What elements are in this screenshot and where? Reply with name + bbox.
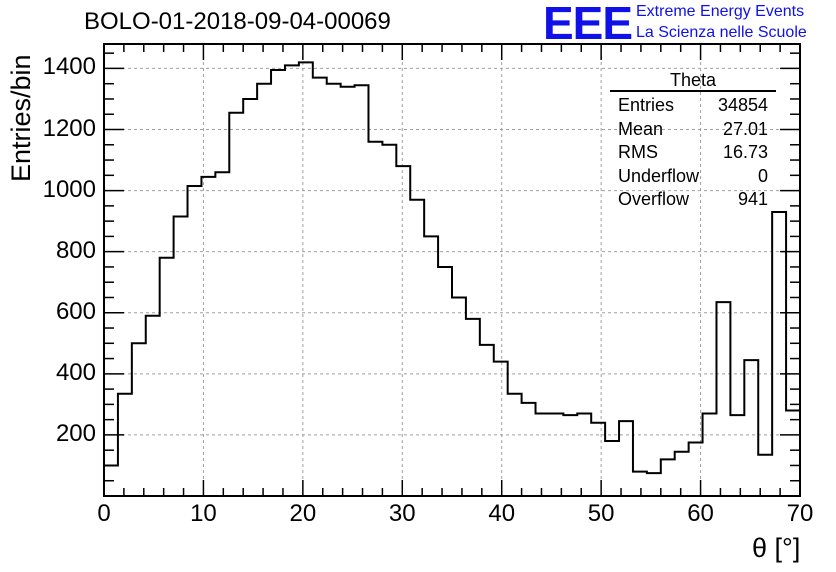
- x-tick-label: 40: [488, 500, 516, 527]
- stats-value: 0: [757, 165, 768, 186]
- histogram-bin: [215, 172, 229, 496]
- histogram-bin: [716, 302, 730, 496]
- stats-value: 941: [737, 189, 768, 209]
- histogram-bin: [146, 316, 160, 496]
- stats-row-rms: RMS 16.73: [610, 141, 776, 165]
- chart-title: BOLO-01-2018-09-04-00069: [84, 8, 391, 35]
- histogram-bin: [396, 166, 410, 496]
- plot-frame: [103, 43, 801, 497]
- y-tick-label: 1200: [42, 114, 96, 142]
- x-tick-label: 0: [97, 500, 111, 527]
- histogram-bin: [174, 217, 188, 496]
- histogram-bin: [313, 78, 327, 496]
- histogram-bin: [508, 394, 522, 496]
- histogram-bin: [188, 186, 202, 496]
- histogram-bin: [563, 415, 577, 496]
- histogram-bin: [118, 394, 132, 496]
- stats-value: 34854: [717, 95, 768, 115]
- stats-value: 27.01: [722, 118, 768, 139]
- stats-title: Theta: [669, 70, 717, 90]
- histogram-bin: [549, 414, 563, 496]
- histogram-bin: [703, 414, 717, 496]
- stats-label: Overflow: [618, 189, 690, 209]
- x-tick-label: 10: [190, 500, 217, 527]
- histogram-bin: [466, 319, 480, 496]
- eee-logo: EEE: [543, 0, 633, 49]
- stats-label: Mean: [618, 118, 664, 139]
- y-tick-label: 1400: [42, 53, 96, 81]
- histogram-bin: [619, 421, 633, 496]
- histogram-bin: [633, 472, 647, 496]
- histogram-bin: [424, 236, 438, 496]
- histogram-bin: [201, 177, 215, 496]
- histogram-bin: [786, 410, 800, 496]
- histogram-bin: [257, 84, 271, 496]
- stats-value: 16.73: [722, 142, 768, 162]
- y-tick-label: 800: [55, 236, 96, 264]
- logo-line-1: Extreme Energy Events: [636, 3, 805, 20]
- histogram-bin: [368, 142, 382, 496]
- histogram-bin: [355, 85, 369, 496]
- histogram-bin: [341, 87, 355, 496]
- x-axis-label: θ [°]: [752, 533, 801, 563]
- stats-label: Underflow: [618, 165, 700, 186]
- histogram-bin: [591, 423, 605, 496]
- histogram-bin: [285, 65, 299, 496]
- histogram-bin: [522, 403, 536, 496]
- stats-row-overflow: Overflow 941: [610, 188, 776, 212]
- histogram-bin: [132, 343, 146, 496]
- histogram-bin: [438, 267, 452, 496]
- histogram-bin: [730, 415, 744, 496]
- histogram-bin: [661, 459, 675, 496]
- grid-lines: [104, 44, 800, 496]
- histogram-bin: [452, 297, 466, 496]
- histogram-outline: [103, 61, 800, 496]
- histogram-bin: [494, 362, 508, 496]
- histogram-bin: [229, 113, 243, 496]
- histogram-bin: [675, 452, 689, 496]
- histogram-bin: [299, 62, 313, 496]
- axis-ticks: [103, 44, 801, 497]
- x-tick-label: 70: [786, 500, 814, 527]
- stats-label: Entries: [618, 95, 675, 115]
- stats-row-underflow: Underflow 0: [610, 165, 776, 189]
- x-tick-label: 20: [289, 500, 317, 527]
- logo-line-2: La Scienza nelle Scuole: [636, 24, 807, 41]
- histogram-bin: [536, 414, 550, 496]
- y-tick-label: 1000: [42, 175, 96, 203]
- y-tick-label: 600: [55, 297, 96, 325]
- x-tick-label: 50: [587, 500, 615, 527]
- histogram-bin: [744, 360, 758, 496]
- histogram-bin: [605, 441, 619, 496]
- histogram-series: [103, 61, 800, 496]
- histogram-bin: [772, 212, 786, 496]
- stats-row-entries: Entries 34854: [610, 94, 776, 118]
- y-tick-label: 400: [55, 358, 96, 386]
- histogram-bin: [577, 414, 591, 496]
- histogram-bin: [647, 473, 661, 496]
- histogram-bin: [327, 84, 341, 496]
- histogram-bin: [243, 99, 257, 496]
- stats-label: RMS: [618, 142, 658, 162]
- histogram-bin: [382, 145, 396, 496]
- histogram-bin: [410, 200, 424, 496]
- histogram-bin: [271, 70, 285, 496]
- y-tick-label: 200: [55, 419, 96, 447]
- histogram-bin: [160, 258, 174, 496]
- x-tick-label: 30: [388, 500, 416, 527]
- histogram-bin: [480, 345, 494, 496]
- stats-divider: [610, 90, 776, 92]
- stats-row-mean: Mean 27.01: [610, 118, 776, 142]
- stats-box: Theta Entries 34854 Mean 27.01 RMS 16.73…: [610, 70, 776, 212]
- x-tick-label: 60: [687, 500, 714, 527]
